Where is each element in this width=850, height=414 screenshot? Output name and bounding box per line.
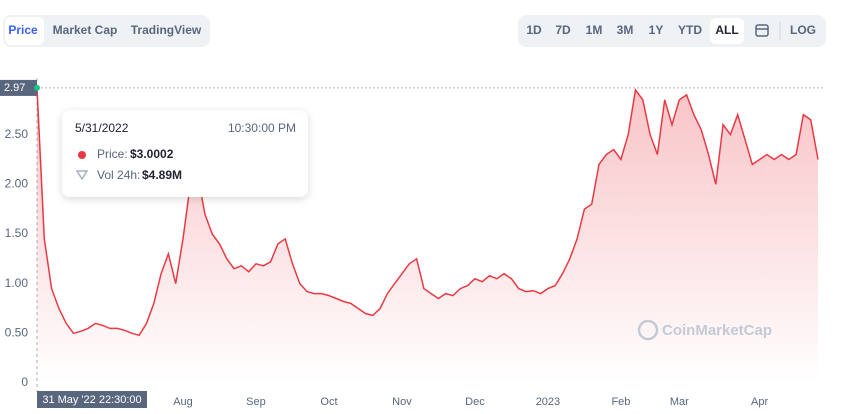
y-tick-label: 2.00 bbox=[5, 176, 29, 190]
tab-bar bbox=[3, 15, 210, 47]
tab[interactable]: Market Cap bbox=[53, 23, 118, 37]
reference-badge bbox=[0, 79, 37, 96]
tab[interactable]: TradingView bbox=[131, 23, 202, 37]
price-line bbox=[36, 87, 819, 337]
volume-icon bbox=[75, 170, 89, 181]
tab-selected bbox=[5, 17, 44, 45]
x-tick-label: Mar bbox=[670, 396, 689, 408]
watermark: CoinMarketCap bbox=[662, 322, 772, 339]
range-button[interactable]: 7D bbox=[555, 23, 571, 37]
range-selected bbox=[710, 18, 744, 44]
plot: 0 0.50 1.00 1.50 2.00 2.50 2.97 31 May '22 22:3… bbox=[0, 78, 823, 408]
tooltip-time: 10:30:00 PM bbox=[228, 121, 296, 135]
range-button[interactable]: YTD bbox=[678, 23, 702, 37]
x-tick-label: Apr bbox=[751, 396, 768, 408]
x-tick-label: Dec bbox=[465, 396, 485, 408]
x-tick-label: Aug bbox=[173, 396, 193, 408]
reference-label: 2.97 bbox=[4, 82, 25, 94]
x-tick-label: Sep bbox=[246, 396, 266, 408]
price-value: $3.0002 bbox=[130, 147, 174, 161]
hover-dot bbox=[34, 84, 40, 91]
y-tick-label: 1.00 bbox=[5, 276, 29, 290]
x-tick-label: Oct bbox=[320, 396, 337, 408]
price-label: Price: bbox=[97, 147, 128, 161]
watermark-logo bbox=[637, 319, 659, 341]
volume-label: Vol 24h: bbox=[97, 168, 140, 182]
calendar-icon[interactable] bbox=[755, 24, 769, 37]
range-button[interactable]: 1M bbox=[586, 23, 603, 37]
range-button[interactable]: 1Y bbox=[649, 23, 664, 37]
tooltip bbox=[62, 110, 308, 197]
range-bar bbox=[518, 15, 826, 47]
y-tick-label: 2.50 bbox=[5, 127, 29, 141]
tooltip-date: 5/31/2022 bbox=[75, 121, 129, 135]
range-button[interactable]: 3M bbox=[617, 23, 634, 37]
area-fill bbox=[37, 87, 818, 384]
tab[interactable]: Price bbox=[8, 23, 38, 37]
controls: Price Market Cap TradingView 1D 7D 1M 3M 1Y YTD A… bbox=[5, 17, 816, 45]
volume-value: $4.89M bbox=[142, 168, 182, 182]
y-tick-label: 1.50 bbox=[5, 226, 29, 240]
range-button[interactable]: 1D bbox=[526, 23, 542, 37]
x-tick-label: Nov bbox=[392, 396, 412, 408]
price-dot bbox=[78, 151, 86, 159]
x-tick-label: 2023 bbox=[536, 396, 560, 408]
y-tick-label: 0.50 bbox=[5, 325, 29, 339]
hover-x-label: 31 May '22 22:30:00 bbox=[42, 394, 141, 406]
x-tick-label: Feb bbox=[611, 396, 630, 408]
range-button[interactable]: ALL bbox=[715, 23, 738, 37]
hover-x-badge bbox=[37, 391, 147, 408]
log-button[interactable]: LOG bbox=[790, 23, 816, 37]
y-tick-label: 0 bbox=[21, 375, 28, 389]
